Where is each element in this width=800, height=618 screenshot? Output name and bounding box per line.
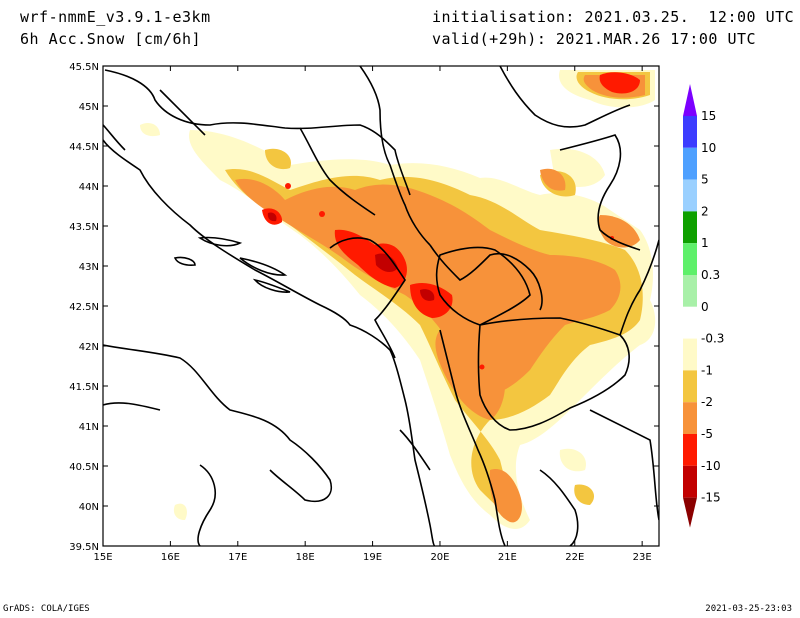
generated-timestamp: 2021-03-25-23:03 bbox=[705, 604, 792, 614]
lat-tick-label: 41N bbox=[79, 422, 99, 433]
colorbar-bottom-arrow bbox=[683, 497, 697, 528]
colorbar-label: -15 bbox=[701, 491, 721, 505]
colorbar-label: -10 bbox=[701, 459, 721, 473]
lat-tick-label: 44.5N bbox=[69, 142, 99, 153]
latitude-axis: 45.5N 45N 44.5N 44N 43.5N 43N 42.5N 42N 41.5N 41N… bbox=[69, 62, 659, 553]
colorbar-label: -0.3 bbox=[701, 332, 724, 346]
valid-time: valid(+29h): 2021.MAR.26 17:00 UTC bbox=[432, 30, 757, 48]
coastlines-borders bbox=[103, 66, 659, 546]
snow-band-darkred bbox=[267, 212, 435, 301]
colorbar-label: -2 bbox=[701, 395, 713, 409]
colorbar-label: 10 bbox=[701, 141, 716, 155]
colorbar-segment bbox=[683, 402, 697, 434]
lon-tick-label: 16E bbox=[161, 552, 180, 563]
colorbar-label: -1 bbox=[701, 363, 713, 377]
colorbar-label: 0.3 bbox=[701, 268, 720, 282]
lat-tick-label: 43.5N bbox=[69, 222, 99, 233]
model-title: wrf-nmmE_v3.9.1-e3km bbox=[20, 8, 211, 26]
lat-tick-label: 44N bbox=[79, 182, 99, 193]
colorbar-label: 5 bbox=[701, 173, 709, 187]
longitude-axis: 15E 16E 17E 18E 19E 20E 21E 22E 23E bbox=[93, 66, 652, 563]
colorbar-segment bbox=[683, 434, 697, 466]
initialisation-time: initialisation: 2021.03.25. 12:00 UTC bbox=[432, 8, 795, 26]
lon-tick-label: 18E bbox=[296, 552, 315, 563]
lon-tick-label: 17E bbox=[228, 552, 247, 563]
colorbar-top-arrow bbox=[683, 84, 697, 116]
field-title: 6h Acc.Snow [cm/6h] bbox=[20, 30, 202, 48]
colorbar-segment bbox=[683, 179, 697, 212]
lat-tick-label: 40N bbox=[79, 502, 99, 513]
colorbar-segment bbox=[683, 243, 697, 275]
snow-field bbox=[103, 66, 659, 546]
colorbar-segment bbox=[683, 370, 697, 403]
lon-tick-label: 22E bbox=[565, 552, 584, 563]
colorbar-segment bbox=[683, 306, 697, 339]
colorbar-label: 0 bbox=[701, 300, 709, 314]
colorbar-segment bbox=[683, 211, 697, 244]
lat-tick-label: 40.5N bbox=[69, 462, 99, 473]
grads-credit: GrADS: COLA/IGES bbox=[3, 604, 90, 614]
lon-tick-label: 15E bbox=[93, 552, 112, 563]
lon-tick-label: 19E bbox=[363, 552, 382, 563]
colorbar-label: -5 bbox=[701, 427, 713, 441]
lon-tick-label: 23E bbox=[633, 552, 652, 563]
colorbar-segment bbox=[683, 147, 697, 180]
lat-tick-label: 41.5N bbox=[69, 382, 99, 393]
lat-tick-label: 43N bbox=[79, 262, 99, 273]
lat-tick-label: 39.5N bbox=[69, 542, 99, 553]
colorbar-label: 1 bbox=[701, 236, 709, 250]
lat-tick-label: 42.5N bbox=[69, 302, 99, 313]
colorbar-segment bbox=[683, 465, 697, 498]
colorbar-label: 15 bbox=[701, 109, 716, 123]
lon-tick-label: 20E bbox=[430, 552, 449, 563]
lon-tick-label: 21E bbox=[498, 552, 517, 563]
colorbar: 15 10 5 2 1 0.3 0 -0.3 -1 -2 -5 -10 -15 bbox=[683, 84, 724, 528]
lat-tick-label: 45.5N bbox=[69, 62, 99, 73]
lat-tick-label: 42N bbox=[79, 342, 99, 353]
colorbar-segment bbox=[683, 116, 697, 148]
colorbar-segment bbox=[683, 275, 697, 307]
lat-tick-label: 45N bbox=[79, 102, 99, 113]
colorbar-segment bbox=[683, 338, 697, 371]
colorbar-label: 2 bbox=[701, 204, 709, 218]
